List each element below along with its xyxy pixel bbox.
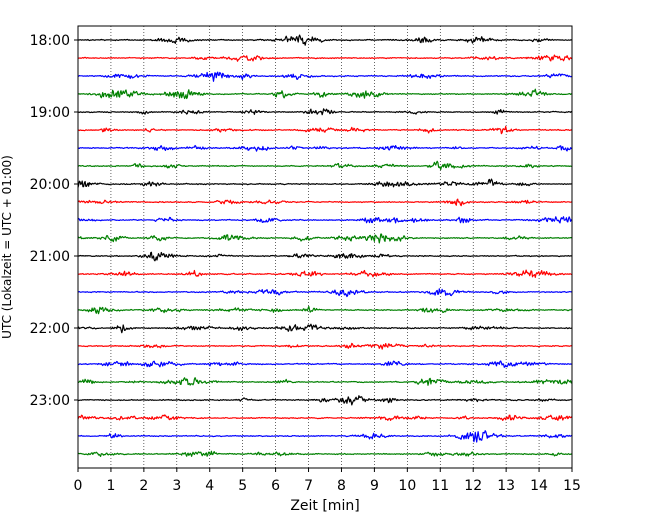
x-tick-label: 5	[238, 478, 247, 494]
x-tick-label: 13	[497, 478, 515, 494]
trace-2330	[77, 430, 573, 443]
seismic-traces	[77, 34, 573, 457]
trace-1915	[78, 125, 573, 135]
x-tick-label: 14	[530, 478, 548, 494]
x-axis-label: Zeit [min]	[290, 498, 359, 514]
trace-2315	[77, 414, 573, 421]
x-tick-label: 2	[139, 478, 148, 494]
x-tick-label: 9	[370, 478, 379, 494]
y-tick-label: 19:00	[30, 105, 70, 121]
trace-1845	[77, 88, 573, 100]
x-tick-label: 8	[337, 478, 346, 494]
x-tick-label: 11	[431, 478, 449, 494]
trace-2145	[78, 305, 573, 315]
trace-1830	[77, 71, 573, 82]
trace-2200	[77, 323, 573, 334]
trace-2015	[77, 198, 573, 207]
trace-1945	[77, 160, 573, 171]
x-tick-label: 0	[74, 478, 83, 494]
x-tick-label: 1	[106, 478, 115, 494]
y-tick-label: 23:00	[30, 393, 70, 409]
trace-2230	[77, 360, 573, 368]
x-tick-label: 10	[398, 478, 416, 494]
trace-2100	[77, 251, 573, 262]
trace-2215	[77, 342, 573, 350]
trace-2000	[77, 178, 572, 188]
trace-2345	[77, 450, 573, 457]
y-tick-label: 21:00	[30, 249, 70, 265]
x-tick-label: 12	[464, 478, 482, 494]
trace-2245	[78, 377, 573, 386]
trace-2030	[77, 216, 573, 224]
y-tick-label: 22:00	[30, 321, 70, 337]
x-tick-label: 7	[304, 478, 313, 494]
trace-1800	[78, 34, 573, 46]
y-tick-label: 20:00	[30, 177, 70, 193]
trace-1815	[78, 54, 573, 62]
y-tick-label: 18:00	[30, 33, 70, 49]
x-axis-ticks: 0 1 2 3 4 5 6 7 8 9 10 11 12 13 14 15	[74, 468, 581, 494]
x-tick-label: 4	[205, 478, 214, 494]
trace-2045	[77, 233, 573, 244]
trace-2115	[78, 269, 572, 278]
x-tick-label: 15	[563, 478, 581, 494]
trace-1900	[77, 108, 573, 116]
x-tick-label: 6	[271, 478, 280, 494]
x-tick-label: 3	[172, 478, 181, 494]
y-axis-ticks: 18:00 19:00 20:00 21:00 22:00 23:00	[30, 33, 78, 409]
trace-2130	[77, 288, 573, 298]
trace-1930	[77, 144, 572, 152]
trace-2300	[77, 395, 573, 406]
plot-frame	[77, 25, 573, 469]
plot-background	[78, 26, 572, 468]
y-axis-label: UTC (Lokalzeit = UTC + 01:00)	[0, 155, 14, 339]
